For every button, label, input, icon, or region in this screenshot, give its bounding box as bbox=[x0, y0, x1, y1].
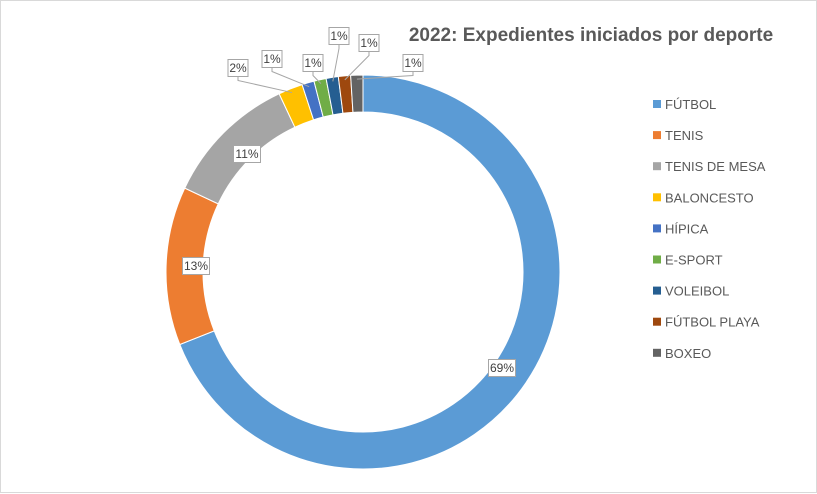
data-label-box-voleibol bbox=[328, 27, 350, 45]
legend-label-tenis-de-mesa: TENIS DE MESA bbox=[665, 159, 766, 174]
legend-label-futbol: FÚTBOL bbox=[665, 97, 716, 112]
legend-swatch-hipica bbox=[653, 224, 661, 233]
legend-swatch-voleibol bbox=[653, 286, 661, 295]
data-label-tenis-de-mesa: 11% bbox=[235, 147, 258, 161]
legend-swatch-baloncesto bbox=[653, 193, 661, 202]
leader-line-e-sport bbox=[312, 71, 322, 84]
legend-swatch-tenis-de-mesa bbox=[653, 162, 661, 171]
leader-line-boxeo bbox=[356, 71, 414, 80]
legend-swatch-boxeo bbox=[653, 348, 661, 357]
legend-swatch-e-sport bbox=[653, 255, 661, 264]
data-label-box-futbol-playa bbox=[358, 34, 380, 52]
data-label-box-tenis bbox=[182, 257, 210, 275]
legend-swatch-futbol bbox=[653, 100, 661, 108]
data-label-box-baloncesto bbox=[227, 59, 249, 77]
data-label-boxeo: 1% bbox=[404, 56, 422, 70]
doughnut-slices bbox=[165, 74, 561, 470]
data-label-baloncesto: 2% bbox=[229, 61, 247, 75]
legend-label-hipica: HÍPICA bbox=[665, 221, 709, 236]
data-labels: 69% 13% 11% 2% 1% 1% 1% 1% 1% bbox=[182, 27, 516, 377]
data-label-box-e-sport bbox=[302, 54, 324, 72]
leader-line-hipica bbox=[271, 67, 310, 88]
data-label-tenis: 13% bbox=[184, 259, 208, 273]
data-label-voleibol: 1% bbox=[330, 29, 348, 43]
leader-line-voleibol bbox=[332, 44, 340, 82]
legend-label-futbol-playa: FÚTBOL PLAYA bbox=[665, 315, 760, 330]
legend-swatch-tenis bbox=[653, 131, 661, 140]
data-label-box-tenis-de-mesa bbox=[233, 145, 261, 163]
data-label-box-futbol bbox=[488, 359, 516, 377]
legend: FÚTBOL TENIS TENIS DE MESA BALONCESTO HÍPICA… bbox=[653, 97, 766, 361]
data-label-futbol: 69% bbox=[490, 361, 514, 375]
leader-line-futbol-playa bbox=[344, 51, 370, 81]
data-label-e-sport: 1% bbox=[304, 56, 322, 70]
leader-line-baloncesto bbox=[237, 76, 293, 94]
data-label-futbol-playa: 1% bbox=[360, 36, 378, 50]
data-label-box-hipica bbox=[261, 50, 283, 68]
legend-label-tenis: TENIS bbox=[665, 128, 704, 143]
slice-boxeo bbox=[350, 74, 364, 113]
slice-futbol bbox=[179, 74, 561, 470]
data-label-hipica: 1% bbox=[263, 52, 281, 66]
legend-label-e-sport: E-SPORT bbox=[665, 253, 723, 268]
chart-title: 2022: Expedientes iniciados por deporte bbox=[409, 25, 773, 46]
legend-swatch-futbol-playa bbox=[653, 317, 661, 326]
legend-label-boxeo: BOXEO bbox=[665, 346, 711, 361]
legend-label-voleibol: VOLEIBOL bbox=[665, 284, 729, 299]
label-leader-lines bbox=[237, 44, 414, 94]
data-label-box-boxeo bbox=[402, 54, 424, 72]
legend-label-baloncesto: BALONCESTO bbox=[665, 190, 754, 205]
